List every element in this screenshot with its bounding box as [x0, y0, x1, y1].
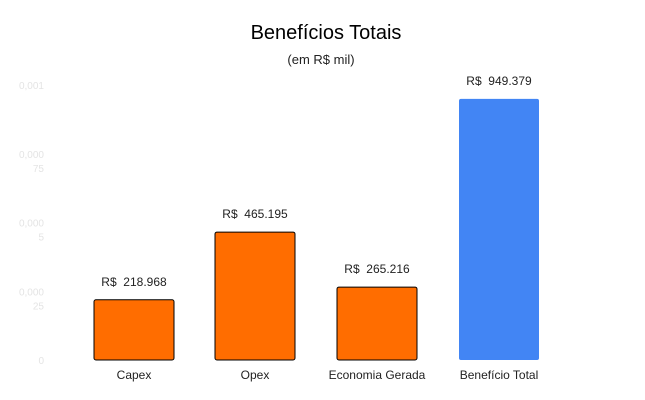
- data-label: R$ 265.216: [344, 262, 410, 276]
- bar-benefício-total: [459, 98, 539, 360]
- data-label: R$ 465.195: [222, 207, 288, 221]
- chart-subtitle: (em R$ mil): [287, 52, 354, 67]
- x-tick-label: Opex: [241, 368, 270, 382]
- y-tick-label: 0: [38, 356, 44, 367]
- y-tick-label: 0,001: [19, 81, 44, 92]
- y-tick-label: 0,000 25: [19, 287, 44, 312]
- x-tick-label: Benefício Total: [460, 368, 539, 382]
- x-tick-label: Economia Gerada: [329, 368, 426, 382]
- data-label: R$ 218.968: [101, 275, 167, 289]
- y-tick-label: 0,000 75: [19, 150, 44, 175]
- bar-economia-gerada: [336, 286, 418, 361]
- bar-opex: [214, 231, 296, 361]
- bars: [93, 98, 539, 361]
- y-axis: 0 0,000 25 0,000 5 0,000 75 0,001: [19, 81, 44, 367]
- bar-capex: [93, 299, 175, 361]
- x-tick-label: Capex: [117, 368, 152, 382]
- chart-title: Benefícios Totais: [251, 22, 402, 44]
- data-labels: R$ 218.968 R$ 465.195 R$ 265.216 R$ 949.379: [101, 74, 532, 289]
- data-label: R$ 949.379: [466, 74, 532, 88]
- y-tick-label: 0,000 5: [19, 219, 44, 244]
- x-axis: Capex Opex Economia Gerada Benefício Total: [117, 368, 539, 382]
